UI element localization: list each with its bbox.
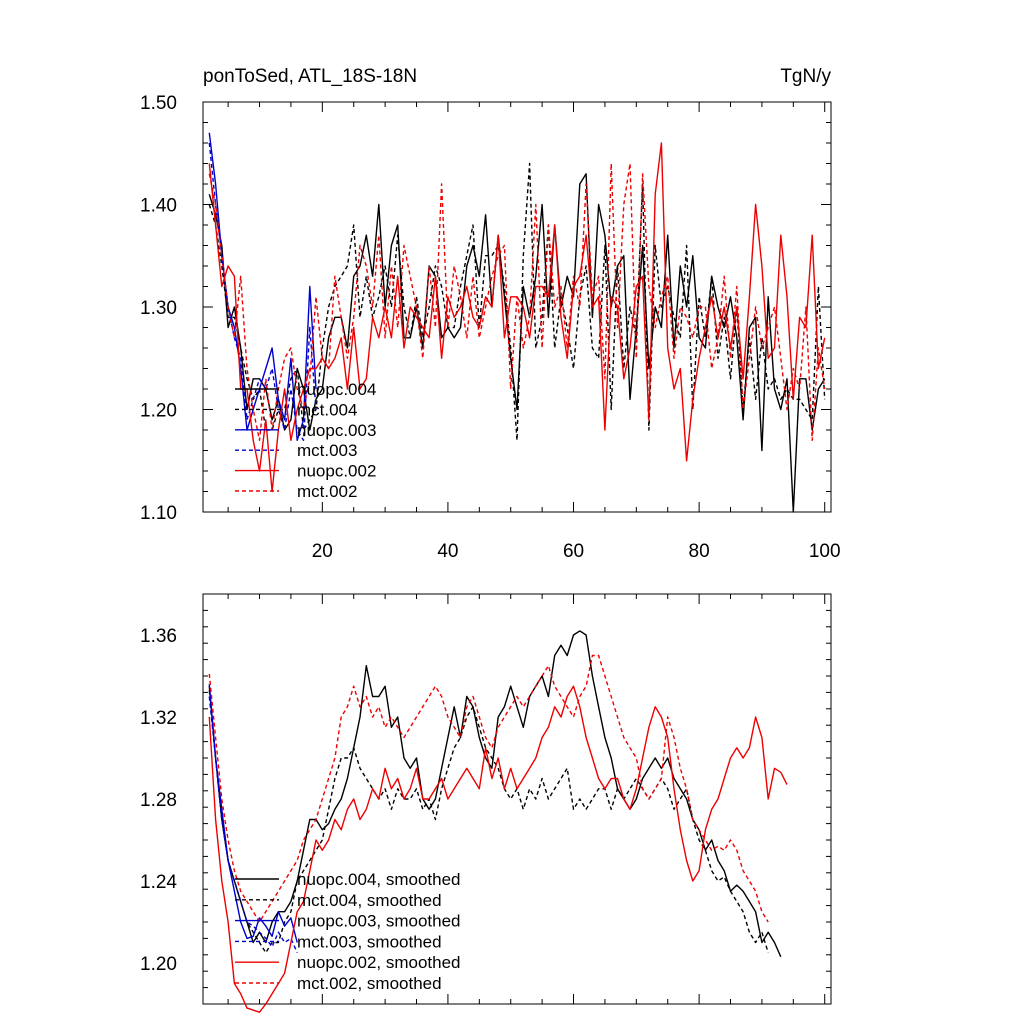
- x-tick-label: 40: [437, 541, 458, 562]
- y-tick-label: 1.36: [140, 626, 177, 647]
- x-tick-label: 20: [312, 541, 333, 562]
- y-tick-label: 1.32: [140, 708, 177, 729]
- series-line-mct-003: [208, 142, 317, 441]
- series-line-mct-004-smoothed: [208, 690, 769, 954]
- y-tick-label: 1.30: [140, 298, 177, 319]
- series-line-mct-002: [208, 162, 826, 441]
- y-tick-label: 1.40: [140, 196, 177, 217]
- y-tick-label: 1.28: [140, 790, 177, 811]
- legend-label: nuopc.004, smoothed: [297, 870, 461, 889]
- series-line-nuopc-003-smoothed: [208, 684, 298, 943]
- top-panel: 1.10 1.20 1.30 1.40 1.50 20 40 60 80 100 nuopc.004…: [140, 93, 841, 562]
- legend-label: mct.002: [297, 482, 357, 501]
- x-tick-label: 100: [809, 541, 841, 562]
- chart-title-right: TgN/y: [780, 66, 831, 87]
- legend-label: mct.004, smoothed: [297, 891, 442, 910]
- x-tick-label: 80: [689, 541, 710, 562]
- legend-label: nuopc.002, smoothed: [297, 953, 461, 972]
- legend-label: mct.004: [297, 400, 357, 419]
- series-line-nuopc-002-smoothed: [208, 685, 788, 1013]
- y-tick-label: 1.20: [140, 954, 177, 975]
- chart-title-left: ponToSed, ATL_18S-18N: [203, 66, 417, 87]
- y-tick-label: 1.20: [140, 401, 177, 422]
- bottom-panel: 1.20 1.24 1.28 1.32 1.36 nuopc.004, smoothed m…: [140, 593, 832, 1013]
- legend-label: mct.002, smoothed: [297, 974, 442, 993]
- legend-label: nuopc.003: [297, 421, 376, 440]
- legend-label: mct.003, smoothed: [297, 932, 442, 951]
- x-tick-label: 60: [563, 541, 584, 562]
- y-tick-label: 1.10: [140, 503, 177, 524]
- legend-label: nuopc.002: [297, 462, 376, 481]
- legend-label: nuopc.003, smoothed: [297, 912, 461, 931]
- legend-label: mct.003: [297, 441, 357, 460]
- y-tick-label: 1.50: [140, 93, 177, 114]
- legend-label: nuopc.004: [297, 380, 376, 399]
- y-tick-label: 1.24: [140, 872, 177, 893]
- series-line-mct-002-smoothed: [208, 654, 769, 923]
- plot-frame: [202, 593, 832, 1005]
- series-line-nuopc-004-smoothed: [208, 630, 782, 958]
- series-line-mct-004: [208, 162, 826, 441]
- series-line-mct-003-smoothed: [208, 696, 298, 953]
